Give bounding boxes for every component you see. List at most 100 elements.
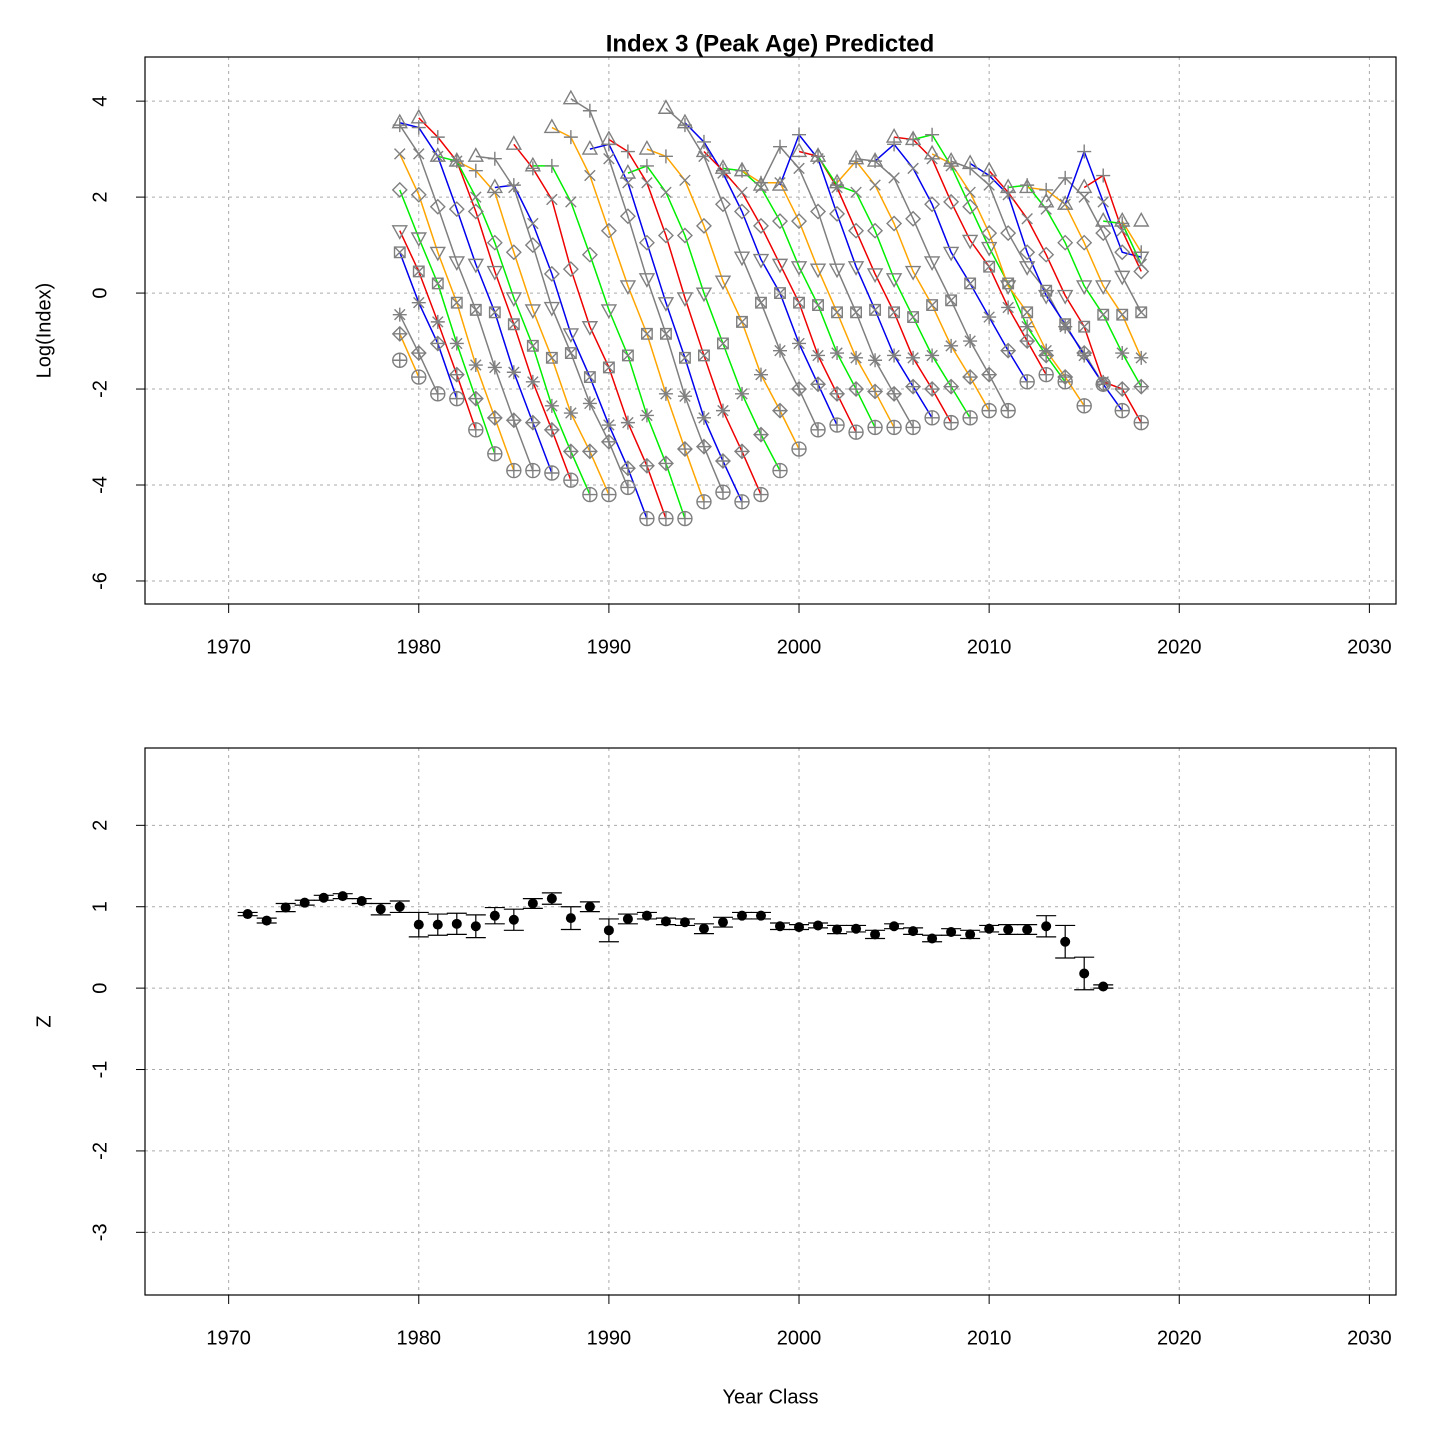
marker — [506, 365, 521, 380]
marker — [600, 433, 617, 450]
marker — [677, 510, 693, 527]
marker — [467, 258, 485, 274]
marker — [581, 139, 599, 155]
marker — [887, 137, 902, 152]
cohort-line — [399, 189, 496, 455]
marker — [885, 273, 903, 288]
plot-frame — [144, 747, 1397, 1296]
marker — [429, 335, 446, 352]
cohort-line — [399, 333, 420, 378]
marker — [943, 414, 959, 431]
point — [375, 904, 386, 915]
point — [337, 891, 348, 902]
marker — [564, 347, 577, 360]
y-tick-label: -3 — [89, 1223, 111, 1241]
marker — [525, 161, 540, 176]
point — [832, 924, 843, 935]
cohort-line — [646, 148, 800, 450]
marker — [1134, 350, 1149, 365]
marker — [736, 186, 748, 199]
marker — [430, 386, 446, 402]
x-tick-label: 2030 — [1347, 1327, 1392, 1349]
marker — [1114, 381, 1131, 398]
marker — [622, 176, 634, 189]
marker — [1116, 308, 1129, 321]
cohort-line — [1045, 176, 1142, 313]
marker — [639, 158, 654, 173]
point — [679, 917, 690, 928]
marker — [601, 137, 616, 152]
marker — [657, 99, 675, 114]
marker — [505, 412, 522, 429]
marker — [810, 203, 827, 220]
marker — [640, 327, 653, 340]
marker — [582, 103, 597, 118]
cohort-line — [456, 160, 610, 495]
marker — [982, 168, 997, 183]
marker — [1133, 378, 1150, 395]
marker — [1038, 347, 1055, 364]
marker — [906, 350, 921, 365]
x-tick-label: 1990 — [587, 1327, 632, 1349]
marker — [657, 455, 674, 472]
marker — [907, 162, 919, 175]
marker — [1095, 376, 1111, 392]
marker — [1078, 191, 1090, 203]
marker — [562, 443, 579, 460]
cohort-line — [684, 122, 838, 426]
marker — [678, 351, 691, 364]
y-tick-label: 1 — [89, 901, 111, 912]
marker — [392, 352, 408, 368]
marker — [1133, 414, 1149, 431]
point — [280, 902, 291, 913]
marker — [544, 158, 559, 173]
cohort-line — [912, 133, 1066, 383]
marker — [524, 237, 541, 254]
marker — [790, 261, 808, 276]
marker — [715, 163, 730, 178]
marker — [698, 349, 710, 362]
marker — [869, 179, 881, 191]
marker — [676, 227, 693, 244]
marker — [679, 174, 691, 187]
cohort-line — [494, 184, 648, 519]
marker — [392, 118, 407, 133]
cohort-line — [760, 145, 914, 428]
marker — [772, 462, 788, 479]
marker — [600, 222, 617, 239]
marker — [562, 89, 580, 105]
marker — [470, 191, 482, 203]
marker — [886, 215, 903, 232]
cohort-line — [1083, 174, 1142, 272]
marker — [1076, 398, 1092, 414]
marker — [829, 417, 845, 433]
point — [413, 919, 424, 930]
point — [318, 892, 329, 903]
marker — [733, 203, 750, 220]
marker — [543, 118, 561, 134]
cohort-line — [931, 153, 1085, 407]
point — [242, 909, 253, 920]
marker — [410, 232, 427, 248]
marker — [486, 234, 503, 251]
point — [565, 913, 576, 924]
point — [927, 933, 938, 944]
marker — [695, 287, 713, 303]
marker — [907, 311, 920, 324]
marker — [525, 374, 540, 389]
marker — [1076, 280, 1093, 296]
marker — [1114, 244, 1131, 261]
marker — [1019, 333, 1036, 350]
point — [698, 923, 709, 934]
marker — [867, 222, 884, 239]
marker — [1002, 188, 1014, 201]
cohort-line — [779, 133, 933, 419]
marker — [1095, 280, 1112, 296]
point — [755, 910, 766, 921]
marker — [773, 139, 788, 154]
cohort-line — [874, 143, 1028, 383]
marker — [391, 325, 408, 342]
marker — [733, 443, 750, 460]
marker — [562, 328, 580, 344]
